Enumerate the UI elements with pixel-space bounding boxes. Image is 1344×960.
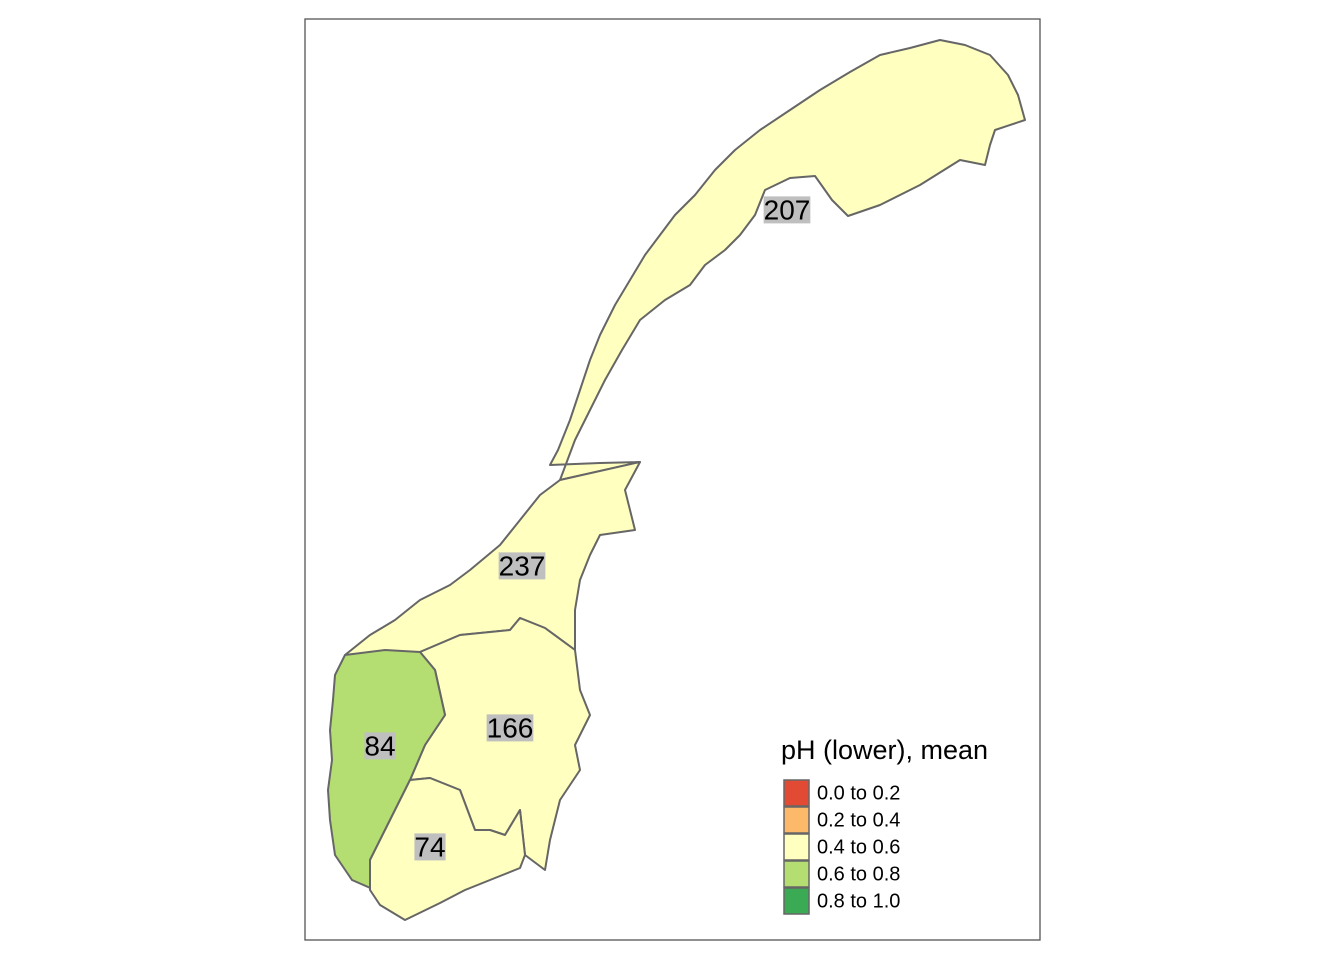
legend: pH (lower), mean 0.0 to 0.2 0.2 to 0.4 0.4… bbox=[781, 735, 988, 915]
legend-swatch bbox=[783, 860, 810, 888]
legend-label: 0.8 to 1.0 bbox=[817, 890, 900, 912]
label-background bbox=[763, 196, 811, 224]
region-label: 237 bbox=[499, 550, 546, 581]
regions bbox=[327, 39, 1026, 921]
label-background bbox=[498, 552, 546, 580]
map-frame bbox=[304, 18, 1041, 941]
legend-title: pH (lower), mean bbox=[781, 735, 988, 765]
region bbox=[344, 461, 641, 656]
legend-swatch bbox=[783, 779, 810, 807]
region-label: 84 bbox=[364, 730, 395, 761]
legend-label: 0.2 to 0.4 bbox=[817, 809, 900, 831]
label-background bbox=[414, 833, 446, 861]
label-background bbox=[486, 714, 534, 742]
region-label: 166 bbox=[487, 712, 534, 743]
legend-label: 0.4 to 0.6 bbox=[817, 836, 900, 858]
region-label: 74 bbox=[414, 831, 445, 862]
region bbox=[369, 777, 526, 921]
label-background bbox=[364, 732, 396, 760]
region-labels: 207 237 166 84 74 bbox=[364, 194, 811, 862]
legend-swatch bbox=[783, 806, 810, 834]
legend-label: 0.6 to 0.8 bbox=[817, 863, 900, 885]
legend-swatch bbox=[783, 887, 810, 915]
legend-label: 0.0 to 0.2 bbox=[817, 782, 900, 804]
legend-swatch bbox=[783, 833, 810, 861]
region-label: 207 bbox=[764, 194, 811, 225]
region bbox=[549, 39, 1026, 481]
